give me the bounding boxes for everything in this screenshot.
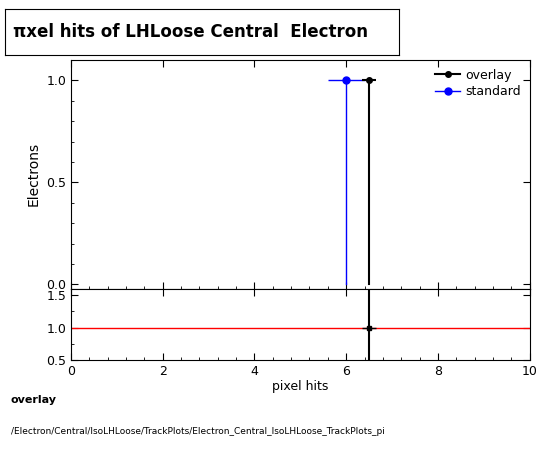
Y-axis label: Electrons: Electrons [27,142,40,207]
Text: /Electron/Central/IsoLHLoose/TrackPlots/Electron_Central_IsoLHLoose_TrackPlots_p: /Electron/Central/IsoLHLoose/TrackPlots/… [11,427,385,436]
Text: overlay: overlay [11,395,57,405]
Text: πxel hits of LHLoose Central  Electron: πxel hits of LHLoose Central Electron [13,24,369,41]
Legend: overlay, standard: overlay, standard [433,67,524,100]
X-axis label: pixel hits: pixel hits [272,380,329,393]
